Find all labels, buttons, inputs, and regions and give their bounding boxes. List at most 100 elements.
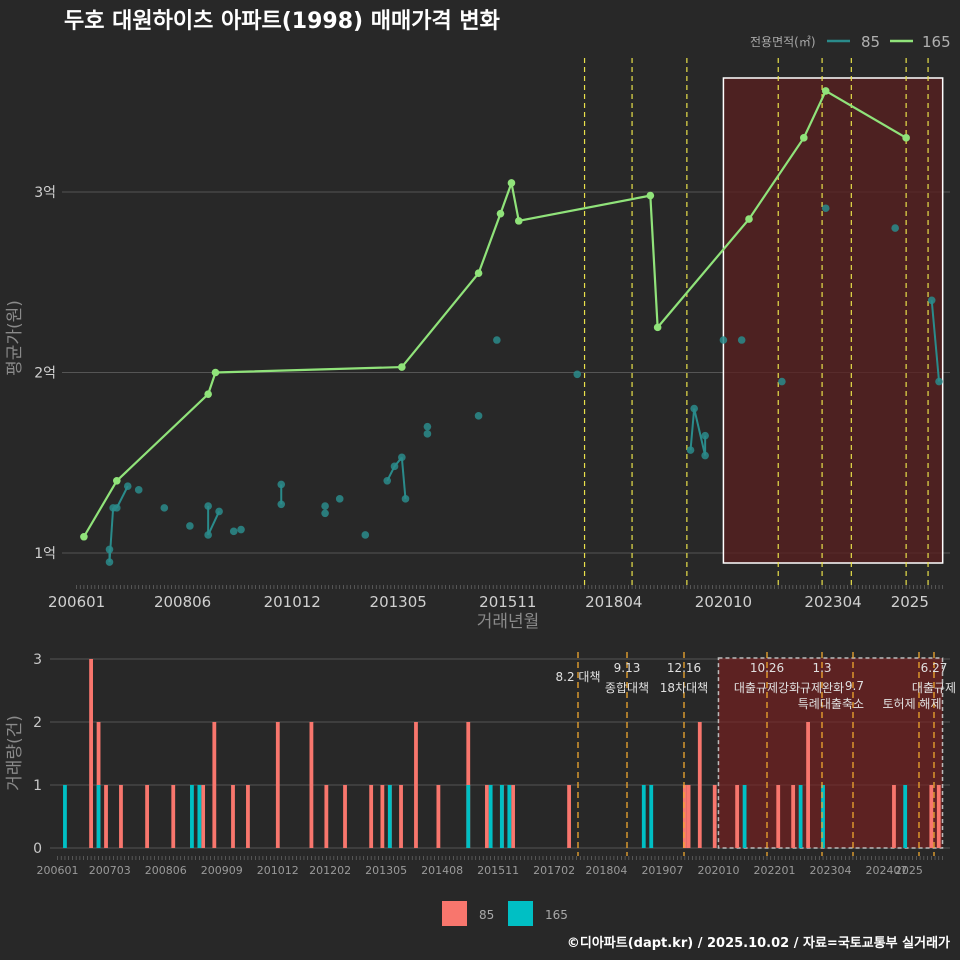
bar-165 — [197, 785, 202, 848]
bar-85 — [929, 785, 934, 848]
series-85-point — [113, 504, 121, 512]
bar-85 — [343, 785, 347, 848]
x-tick-label: 201202 — [309, 864, 351, 877]
x-tick-label: 202304 — [809, 864, 851, 877]
bar-85 — [324, 785, 329, 848]
policy-label: 토허제 해제 — [882, 697, 941, 711]
series-85-point — [398, 453, 406, 462]
x-tick-label: 200909 — [201, 864, 243, 877]
series-85-point — [229, 527, 238, 536]
price-panel: 1억 2억 3억 200601 200806 201012 201305 201511 2018… — [34, 58, 950, 611]
bar-165 — [499, 785, 504, 848]
bar-165 — [63, 785, 67, 848]
bar-165 — [742, 785, 747, 848]
series-85-point — [215, 507, 223, 516]
x-tick-label: 201408 — [421, 864, 463, 877]
bar-165 — [641, 785, 646, 848]
series-85-point — [701, 451, 709, 460]
x-tick-label: 202304 — [804, 593, 861, 611]
series-85-point — [891, 224, 899, 232]
policy-label: 1.3 — [812, 661, 831, 675]
bar-165 — [488, 785, 493, 848]
bar-85 — [275, 722, 280, 848]
x-tick-label: 202201 — [753, 864, 795, 877]
series-165-point — [902, 134, 910, 142]
series-85-point — [493, 336, 501, 344]
y-tick-label: 2 — [33, 715, 42, 731]
bar-85 — [936, 785, 941, 848]
series-85-point — [690, 404, 698, 413]
x-tick-label: 202407 — [866, 864, 908, 877]
series-85-point — [474, 412, 483, 420]
policy-label: 18차대책 — [660, 680, 708, 695]
series-85-segment — [693, 408, 707, 456]
policy-label: 9.7 — [845, 679, 864, 693]
x-tick-label: 201907 — [641, 864, 683, 877]
policy-label: 8.2 대책 — [556, 669, 601, 684]
legend-bottom-label-85: 85 — [479, 908, 494, 922]
series-85-point — [277, 500, 286, 509]
highlight-box — [722, 77, 944, 564]
bar-165 — [821, 785, 825, 848]
series-85-point — [321, 502, 329, 510]
x-tick-label: 202010 — [697, 864, 739, 877]
series-85-point — [737, 336, 746, 344]
bar-165 — [507, 785, 512, 848]
series-85-point — [335, 495, 344, 503]
legend-label-165: 165 — [922, 33, 951, 51]
series-85-point — [204, 502, 212, 510]
series-85-point — [686, 446, 695, 454]
x-tick-label: 202010 — [695, 593, 752, 611]
y-tick-label: 1억 — [34, 546, 56, 562]
series-85-point — [401, 495, 410, 503]
series-165-point — [113, 477, 121, 485]
x-tick-label: 2025 — [895, 864, 923, 877]
y-tick-label: 3억 — [34, 185, 56, 201]
volume-panel: 0 1 2 3 8.2 대책 9.13 종합대책 12.16 18차대책 10.26 대출규제강화 1… — [33, 652, 956, 877]
policy-label: 6.27 — [921, 661, 948, 675]
bar-85 — [231, 785, 235, 848]
series-85-point — [123, 482, 132, 491]
series-165-point — [211, 368, 220, 377]
top-ylabel: 평균가(원) — [5, 300, 25, 376]
bar-85 — [791, 785, 796, 848]
y-tick-label: 1 — [33, 778, 42, 794]
x-tick-label: 200601 — [48, 593, 105, 611]
bar-85 — [892, 785, 896, 848]
y-tick-label: 0 — [33, 841, 42, 857]
series-165-point — [496, 209, 505, 218]
series-85-point — [160, 504, 169, 512]
series-85-segment — [930, 300, 941, 382]
bar-85 — [399, 785, 403, 848]
bar-85 — [212, 722, 217, 848]
bar-85 — [436, 785, 441, 848]
series-165-point — [514, 217, 523, 225]
y-tick-label: 3 — [33, 652, 42, 668]
y-tick-label: 2억 — [34, 366, 56, 382]
series-165-point — [507, 179, 516, 187]
x-tick-label: 201804 — [585, 593, 642, 611]
policy-label: 대출규제강화 — [734, 681, 800, 695]
series-85-point — [927, 296, 936, 305]
series-85-point — [390, 462, 399, 471]
series-85-segment — [689, 408, 696, 451]
policy-label: 특례대출축소 — [798, 697, 864, 711]
series-85-point — [821, 204, 830, 213]
bar-85 — [806, 722, 810, 848]
bar-85 — [567, 785, 571, 848]
legend-label-85: 85 — [861, 33, 880, 51]
footer-credit: ©디아파트(dapt.kr) / 2025.10.02 / 자료=국토교통부 실… — [567, 935, 950, 951]
bar-85 — [735, 785, 740, 848]
series-85-point — [277, 480, 286, 489]
series-85-point — [134, 486, 143, 494]
bar-165 — [903, 785, 908, 848]
bottom-ylabel: 거래량(건) — [5, 715, 25, 791]
series-85-point — [778, 377, 786, 386]
bar-165 — [96, 785, 101, 848]
series-85-point — [186, 522, 194, 530]
series-165-point — [204, 390, 212, 398]
x-tick-label: 201702 — [533, 864, 575, 877]
policy-label: 10.26 — [750, 661, 784, 675]
policy-label: 12.16 — [667, 661, 701, 675]
